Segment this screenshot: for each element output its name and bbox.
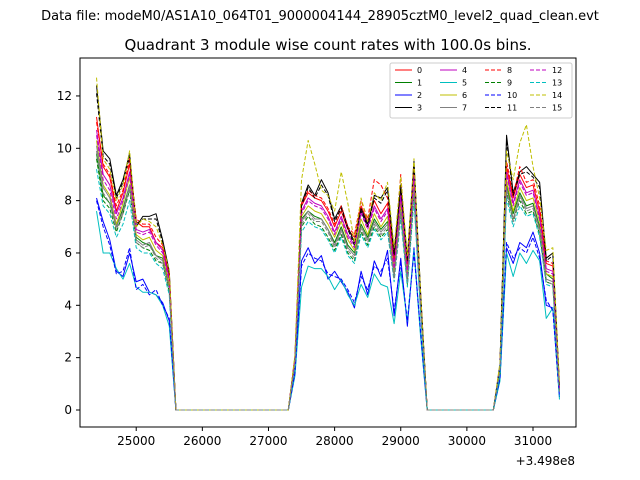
legend-label-15: 15 xyxy=(552,104,562,113)
y-tick-label: 8 xyxy=(64,194,72,208)
y-tick-label: 2 xyxy=(64,351,72,365)
legend-label-4: 4 xyxy=(462,66,467,75)
series-line-15 xyxy=(96,150,560,411)
y-tick-label: 0 xyxy=(64,403,72,417)
legend-label-14: 14 xyxy=(552,91,562,100)
legend-label-8: 8 xyxy=(507,66,512,75)
series-line-13 xyxy=(96,169,560,411)
legend-label-7: 7 xyxy=(462,104,467,113)
y-tick-label: 4 xyxy=(64,298,72,312)
legend-label-10: 10 xyxy=(507,91,517,100)
x-tick-label: 29000 xyxy=(382,434,420,448)
x-tick-label: 28000 xyxy=(316,434,354,448)
y-tick-label: 6 xyxy=(64,246,72,260)
x-tick-label: 26000 xyxy=(183,434,221,448)
legend-label-3: 3 xyxy=(417,104,422,113)
legend-label-12: 12 xyxy=(552,66,562,75)
legend-label-0: 0 xyxy=(417,66,422,75)
legend-label-9: 9 xyxy=(507,79,512,88)
y-axis: 0 2 4 6 8 10 12 xyxy=(57,89,80,417)
legend-label-11: 11 xyxy=(507,104,517,113)
x-tick-label: 27000 xyxy=(249,434,287,448)
x-tick-label: 25000 xyxy=(117,434,155,448)
legend-box xyxy=(389,62,573,119)
legend-label-5: 5 xyxy=(462,79,467,88)
x-tick-label: 30000 xyxy=(448,434,486,448)
series-lines xyxy=(96,77,560,411)
legend-label-2: 2 xyxy=(417,91,422,100)
data-file-suptitle: Data file: modeM0/AS1A10_064T01_90000041… xyxy=(41,9,599,24)
legend-label-13: 13 xyxy=(552,79,562,88)
chart-title: Quadrant 3 module wise count rates with … xyxy=(124,36,531,54)
x-offset-label: +3.498e8 xyxy=(516,454,575,468)
x-axis: 25000 26000 27000 28000 29000 30000 31000 xyxy=(117,427,552,448)
legend-label-6: 6 xyxy=(462,91,467,100)
y-tick-label: 12 xyxy=(57,89,72,103)
x-tick-label: 31000 xyxy=(514,434,552,448)
axes-frame xyxy=(79,57,577,428)
y-tick-label: 10 xyxy=(57,141,72,155)
legend-label-1: 1 xyxy=(417,79,422,88)
